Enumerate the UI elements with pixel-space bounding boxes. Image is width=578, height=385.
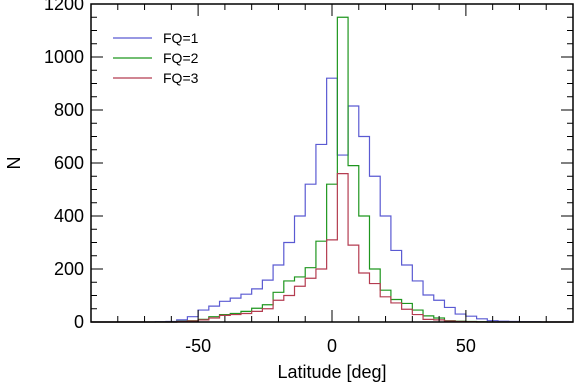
y-axis-title: N	[4, 157, 24, 170]
legend-label-fq3: FQ=3	[163, 70, 199, 86]
series-line-fq3	[91, 173, 573, 323]
y-tick-label: 800	[54, 100, 84, 120]
axes: -50 0 50 0 200 400 600 800 1000 1200	[44, 0, 573, 356]
x-tick-label: 0	[327, 336, 337, 356]
y-tick-label: 1200	[44, 0, 84, 14]
x-tick-label: 50	[456, 336, 476, 356]
y-tick-label: 400	[54, 206, 84, 226]
y-tick-label: 600	[54, 153, 84, 173]
series-line-fq1	[91, 77, 573, 323]
x-axis-title: Latitude [deg]	[277, 362, 386, 382]
x-tick-label: -50	[185, 336, 211, 356]
legend-label-fq1: FQ=1	[163, 30, 199, 46]
y-tick-label: 200	[54, 259, 84, 279]
legend-label-fq2: FQ=2	[163, 50, 199, 66]
legend: FQ=1 FQ=2 FQ=3	[113, 30, 199, 86]
y-tick-label: 0	[74, 312, 84, 332]
y-tick-label: 1000	[44, 47, 84, 67]
